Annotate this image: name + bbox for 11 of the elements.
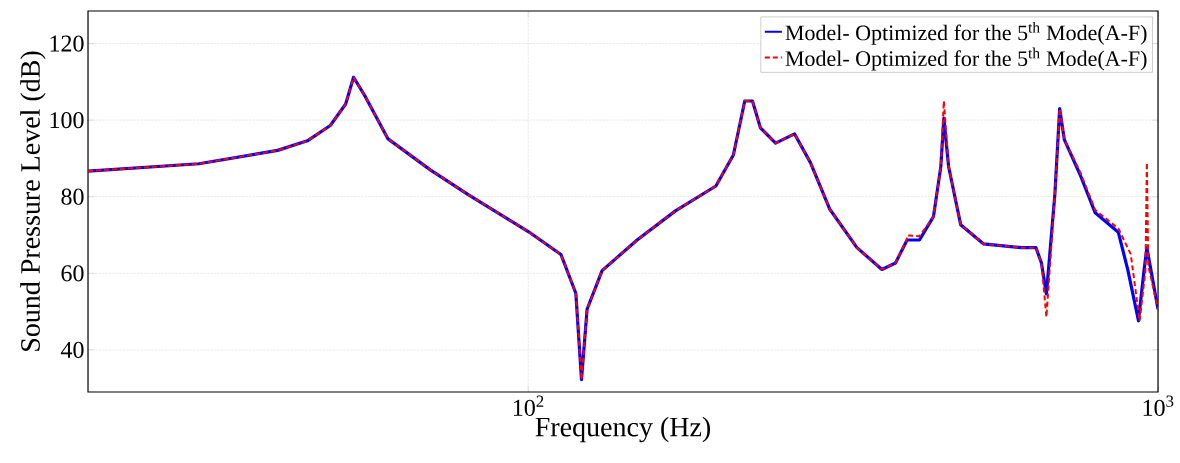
y-axis-title: Sound Pressure Level (dB) (20, 51, 46, 351)
legend-label: Model- Optimized for the 5$^{th}$ Mode(A-F) (785, 21, 1147, 45)
y-tick-label: 60 (61, 265, 84, 282)
legend-label: Model- Optimized for the 5$^{th}$ Mode(A-F) (785, 47, 1147, 71)
x-tick-label: 10$^{2}$ (513, 395, 544, 416)
y-tick-label: 120 (50, 35, 84, 52)
y-tick-label: 40 (60, 341, 84, 358)
y-tick-label: 80 (61, 188, 84, 205)
y-tick-label: 100 (50, 112, 84, 129)
x-axis-title: Frequency (Hz) (535, 416, 710, 443)
x-tick-label: 10$^{3}$ (1143, 395, 1174, 416)
